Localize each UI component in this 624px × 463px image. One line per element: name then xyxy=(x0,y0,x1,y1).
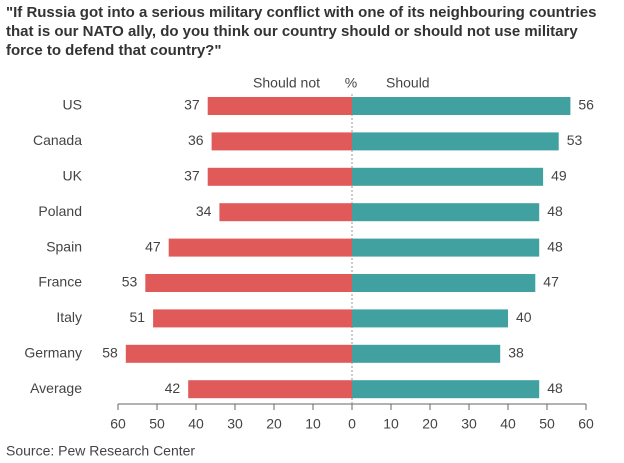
value-label: 53 xyxy=(567,132,583,148)
x-tick-label: 40 xyxy=(500,416,516,432)
value-label: 56 xyxy=(578,97,594,113)
bar xyxy=(125,344,352,363)
bar xyxy=(352,380,540,399)
category-label: US xyxy=(63,97,82,113)
category-label: Italy xyxy=(56,309,82,325)
x-tick-label: 30 xyxy=(227,416,243,432)
x-tick-label: 40 xyxy=(188,416,204,432)
legend-label: Should not xyxy=(253,75,320,91)
x-tick-label: 0 xyxy=(348,416,356,432)
x-tick-label: 10 xyxy=(305,416,321,432)
bar xyxy=(352,97,571,115)
legend-label: Should xyxy=(386,75,430,91)
value-label: 53 xyxy=(122,274,138,290)
source: Source: Pew Research Center xyxy=(6,443,195,459)
bar xyxy=(207,167,352,186)
x-tick-label: 50 xyxy=(149,416,165,432)
category-label: Poland xyxy=(38,203,82,219)
x-tick-label: 20 xyxy=(266,416,282,432)
x-tick-label: 10 xyxy=(383,416,399,432)
bar xyxy=(145,274,352,292)
value-label: 48 xyxy=(547,380,563,396)
bar xyxy=(207,97,352,115)
unit-label: % xyxy=(345,75,357,91)
category-label: Spain xyxy=(46,238,82,254)
bar xyxy=(352,274,536,292)
value-label: 34 xyxy=(196,203,212,219)
bar xyxy=(352,238,540,257)
x-tick-label: 20 xyxy=(422,416,438,432)
category-label: Average xyxy=(30,380,82,396)
value-label: 49 xyxy=(551,168,567,184)
value-label: 47 xyxy=(145,238,161,254)
value-label: 48 xyxy=(547,203,563,219)
bar xyxy=(219,203,352,222)
category-label: Germany xyxy=(24,345,82,361)
category-label: Canada xyxy=(33,132,82,148)
x-tick-label: 60 xyxy=(110,416,126,432)
bar xyxy=(153,309,352,328)
value-label: 40 xyxy=(516,309,532,325)
x-tick-label: 50 xyxy=(539,416,555,432)
bar xyxy=(352,132,559,151)
bar xyxy=(168,238,352,257)
value-label: 51 xyxy=(130,309,146,325)
bar xyxy=(211,132,352,151)
value-label: 37 xyxy=(184,97,200,113)
x-tick-label: 30 xyxy=(461,416,477,432)
bar xyxy=(188,380,352,399)
chart-title: "If Russia got into a serious military c… xyxy=(6,4,597,59)
value-label: 58 xyxy=(102,345,118,361)
category-label: France xyxy=(38,274,82,290)
bar xyxy=(352,167,544,186)
bar xyxy=(352,344,501,363)
value-label: 42 xyxy=(165,380,181,396)
value-label: 48 xyxy=(547,238,563,254)
value-label: 36 xyxy=(188,132,204,148)
bar xyxy=(352,309,508,328)
value-label: 47 xyxy=(543,274,559,290)
value-label: 37 xyxy=(184,168,200,184)
x-tick-label: 60 xyxy=(578,416,594,432)
value-label: 38 xyxy=(508,345,524,361)
bar xyxy=(352,203,540,222)
category-label: UK xyxy=(63,168,83,184)
